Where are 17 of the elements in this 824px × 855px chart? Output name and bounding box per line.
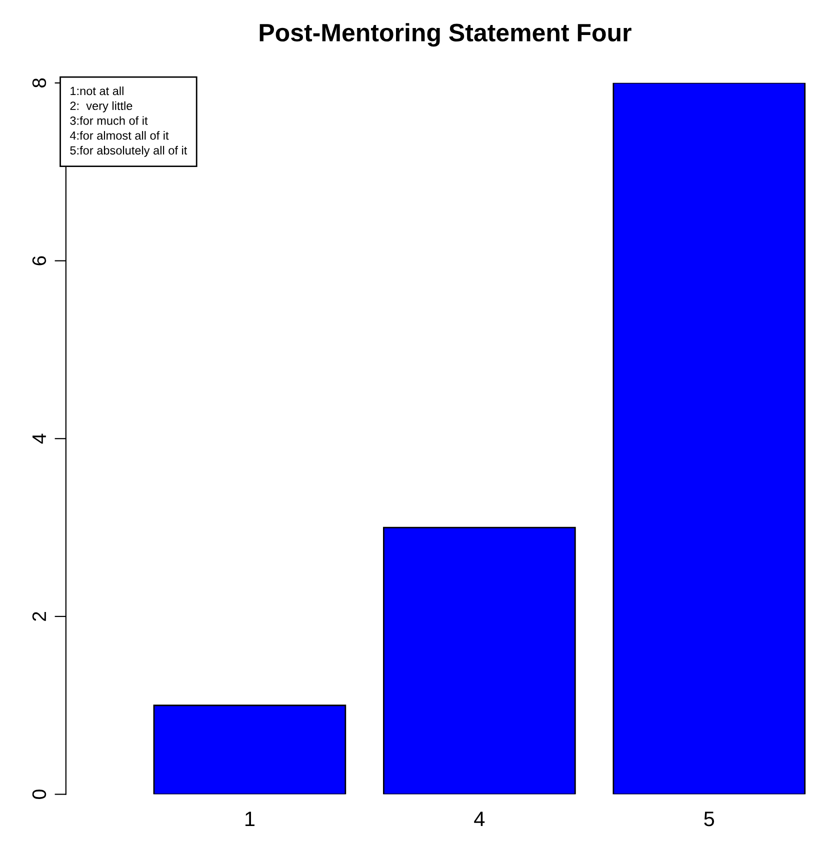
y-tick-label: 8: [32, 78, 46, 88]
y-tick-label: 6: [32, 256, 46, 266]
annotation: 5:for absolutely all of it: [70, 146, 188, 157]
y-tick-label: 4: [32, 434, 46, 444]
text: 1:not at all: [70, 86, 124, 96]
bar: [153, 704, 346, 794]
chart-title: Post-Mentoring Statement Four: [260, 23, 632, 47]
annotation: 4:for almost all of it: [70, 131, 169, 140]
x-tick-label: 4: [474, 812, 485, 826]
y-tick-label: 2: [32, 612, 46, 621]
text: 2: very little: [70, 101, 132, 112]
bar: [612, 82, 806, 794]
x-tick-label: 1: [245, 812, 254, 826]
annotation: 3:for much of it: [70, 116, 148, 125]
x-tick-label: 5: [704, 812, 714, 826]
y-tick-label: 0: [32, 790, 46, 799]
bar: [383, 526, 576, 794]
